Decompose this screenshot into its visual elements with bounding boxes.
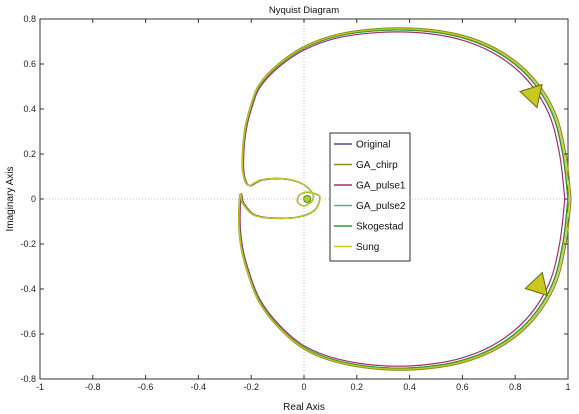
tick-layer: -1 -0.8 -0.6 -0.4 -0.2 0 0.2 0.4 0.6 0.8 10.80.60.… [20, 14, 570, 392]
legend-label: Original [356, 140, 390, 151]
origin-marker [303, 195, 312, 203]
arrow-layer [519, 83, 548, 297]
direction-arrow-up [519, 83, 543, 109]
x-tick-label: -0.8 [85, 382, 101, 392]
y-tick-label: -0.6 [20, 329, 36, 339]
legend-label: Skogestad [356, 222, 403, 233]
legend-label: GA_chirp [356, 160, 398, 171]
x-tick-label: -0.4 [191, 382, 207, 392]
x-tick-label: 0.6 [456, 382, 469, 392]
x-tick-label: 0.8 [509, 382, 522, 392]
legend-label: GA_pulse1 [356, 181, 406, 192]
y-tick-label: 0.6 [23, 59, 36, 69]
y-tick-label: -0.8 [20, 374, 36, 384]
series-line-sung [238, 28, 571, 370]
x-tick-label: 1 [565, 382, 570, 392]
x-tick-label: 0.2 [351, 382, 364, 392]
y-tick-label: 0 [31, 194, 36, 204]
legend-label: Sung [356, 242, 379, 253]
x-tick-label: -1 [36, 382, 44, 392]
x-axis-label: Real Axis [283, 402, 325, 413]
x-tick-label: -0.2 [243, 382, 259, 392]
legend: Original GA_chirp GA_pulse1 GA_pulse2 Skoges… [329, 132, 411, 262]
x-tick-label: 0 [301, 382, 306, 392]
direction-arrow-down [524, 271, 548, 297]
y-tick-label: -0.4 [20, 284, 36, 294]
y-tick-label: 0.8 [23, 14, 36, 24]
curve-layer [237, 27, 572, 371]
y-tick-label: 0.4 [23, 104, 36, 114]
y-axis-label: Imaginary Axis [5, 166, 16, 231]
x-tick-label: 0.4 [403, 382, 416, 392]
legend-box [329, 132, 411, 262]
legend-label: GA_pulse2 [356, 201, 406, 212]
y-tick-label: -0.2 [20, 239, 36, 249]
x-tick-label: -0.6 [138, 382, 154, 392]
chart-title: Nyquist Diagram [269, 5, 339, 16]
y-tick-label: 0.2 [23, 149, 36, 159]
